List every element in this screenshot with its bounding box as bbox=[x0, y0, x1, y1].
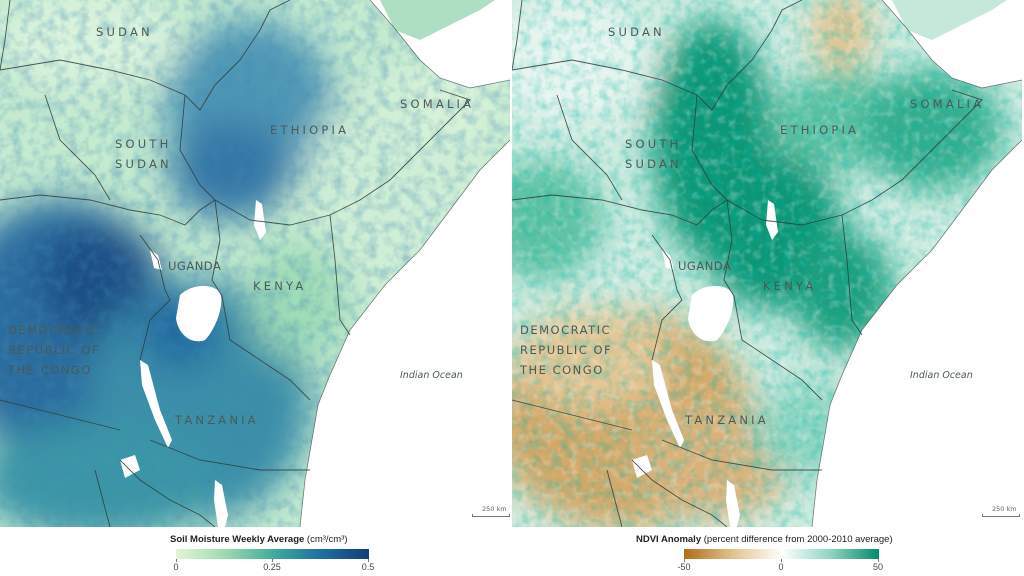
legend-tick-label-2: 0.5 bbox=[361, 562, 375, 572]
soil-moisture-map-canvas bbox=[0, 0, 510, 527]
legend-color-bar bbox=[176, 549, 369, 559]
ndvi-anomaly-map-canvas bbox=[512, 0, 1022, 527]
label-south-sudan: SOUTH SUDAN bbox=[625, 137, 682, 171]
label-drc: DEMOCRATIC REPUBLIC OF THE CONGO bbox=[520, 323, 613, 377]
legend-tick-2 bbox=[878, 559, 879, 562]
legend-color-bar bbox=[684, 549, 879, 559]
label-somalia: SOMALIA bbox=[400, 97, 475, 111]
legend-tick-label-0: -50 bbox=[677, 562, 691, 572]
soil-moisture-map: SUDAN SOUTH SUDAN ETHIOPIA SOMALIA UGAND… bbox=[0, 0, 510, 527]
label-ethiopia: ETHIOPIA bbox=[270, 123, 350, 137]
legend-tick-2 bbox=[368, 559, 369, 562]
legend-units: (cm³/cm³) bbox=[306, 534, 348, 545]
legend-tick-label-2: 50 bbox=[872, 562, 884, 572]
legend-title: Soil Moisture Weekly Average (cm³/cm³) bbox=[170, 534, 348, 545]
label-somalia: SOMALIA bbox=[910, 97, 985, 111]
lake-rukwa bbox=[120, 455, 140, 478]
label-sudan: SUDAN bbox=[608, 25, 665, 39]
lake-turkana bbox=[254, 200, 266, 240]
label-tanzania: TANZANIA bbox=[685, 413, 769, 427]
indian-ocean bbox=[300, 140, 510, 527]
label-kenya: KENYA bbox=[253, 279, 307, 293]
lake-malawi bbox=[214, 480, 228, 527]
legend-tick-label-0: 0 bbox=[173, 562, 179, 572]
lake-malawi bbox=[726, 480, 740, 527]
scale-bar-label: 250 km bbox=[482, 505, 507, 513]
legend-tick-1 bbox=[781, 559, 782, 562]
legend-tick-label-1: 0 bbox=[778, 562, 784, 572]
soil-moisture-legend: Soil Moisture Weekly Average (cm³/cm³) 0… bbox=[150, 531, 400, 576]
scale-bar-line bbox=[472, 514, 510, 517]
label-uganda: UGANDA bbox=[168, 259, 222, 273]
lake-victoria bbox=[688, 285, 734, 342]
lake-tanganyika bbox=[652, 360, 684, 448]
legend-tick-label-1: 0.25 bbox=[263, 562, 281, 572]
scale-bar-label: 250 km bbox=[992, 505, 1017, 513]
legend-title-text: NDVI Anomaly bbox=[636, 534, 702, 545]
legend-tick-1 bbox=[272, 559, 273, 562]
lake-turkana bbox=[766, 200, 778, 240]
label-drc: DEMOCRATIC REPUBLIC OF THE CONGO bbox=[8, 323, 101, 377]
label-south-sudan: SOUTH SUDAN bbox=[115, 137, 172, 171]
ndvi-anomaly-legend: NDVI Anomaly (percent difference from 20… bbox=[620, 531, 950, 576]
legend-title: NDVI Anomaly (percent difference from 20… bbox=[636, 534, 893, 545]
label-sudan: SUDAN bbox=[96, 25, 153, 39]
scale-bar-line bbox=[982, 514, 1020, 517]
arabian-peninsula bbox=[892, 0, 1007, 40]
legend-tick-0 bbox=[176, 559, 177, 562]
indian-ocean bbox=[812, 140, 1022, 527]
legend-title-text: Soil Moisture Weekly Average bbox=[170, 534, 305, 545]
ndvi-anomaly-map: SUDAN SOUTH SUDAN ETHIOPIA SOMALIA UGAND… bbox=[512, 0, 1022, 527]
country-borders bbox=[0, 0, 471, 527]
lake-victoria bbox=[176, 285, 222, 342]
legend-tick-0 bbox=[684, 559, 685, 562]
lake-rukwa bbox=[632, 455, 652, 478]
legend-units: (percent difference from 2000-2010 avera… bbox=[703, 534, 893, 545]
label-indian-ocean: Indian Ocean bbox=[400, 370, 463, 381]
arabian-peninsula bbox=[380, 0, 495, 40]
label-uganda: UGANDA bbox=[678, 259, 732, 273]
lake-tanganyika bbox=[140, 360, 172, 448]
label-ethiopia: ETHIOPIA bbox=[780, 123, 860, 137]
label-indian-ocean: Indian Ocean bbox=[910, 370, 973, 381]
label-kenya: KENYA bbox=[763, 279, 817, 293]
label-tanzania: TANZANIA bbox=[175, 413, 259, 427]
country-borders bbox=[512, 0, 983, 527]
